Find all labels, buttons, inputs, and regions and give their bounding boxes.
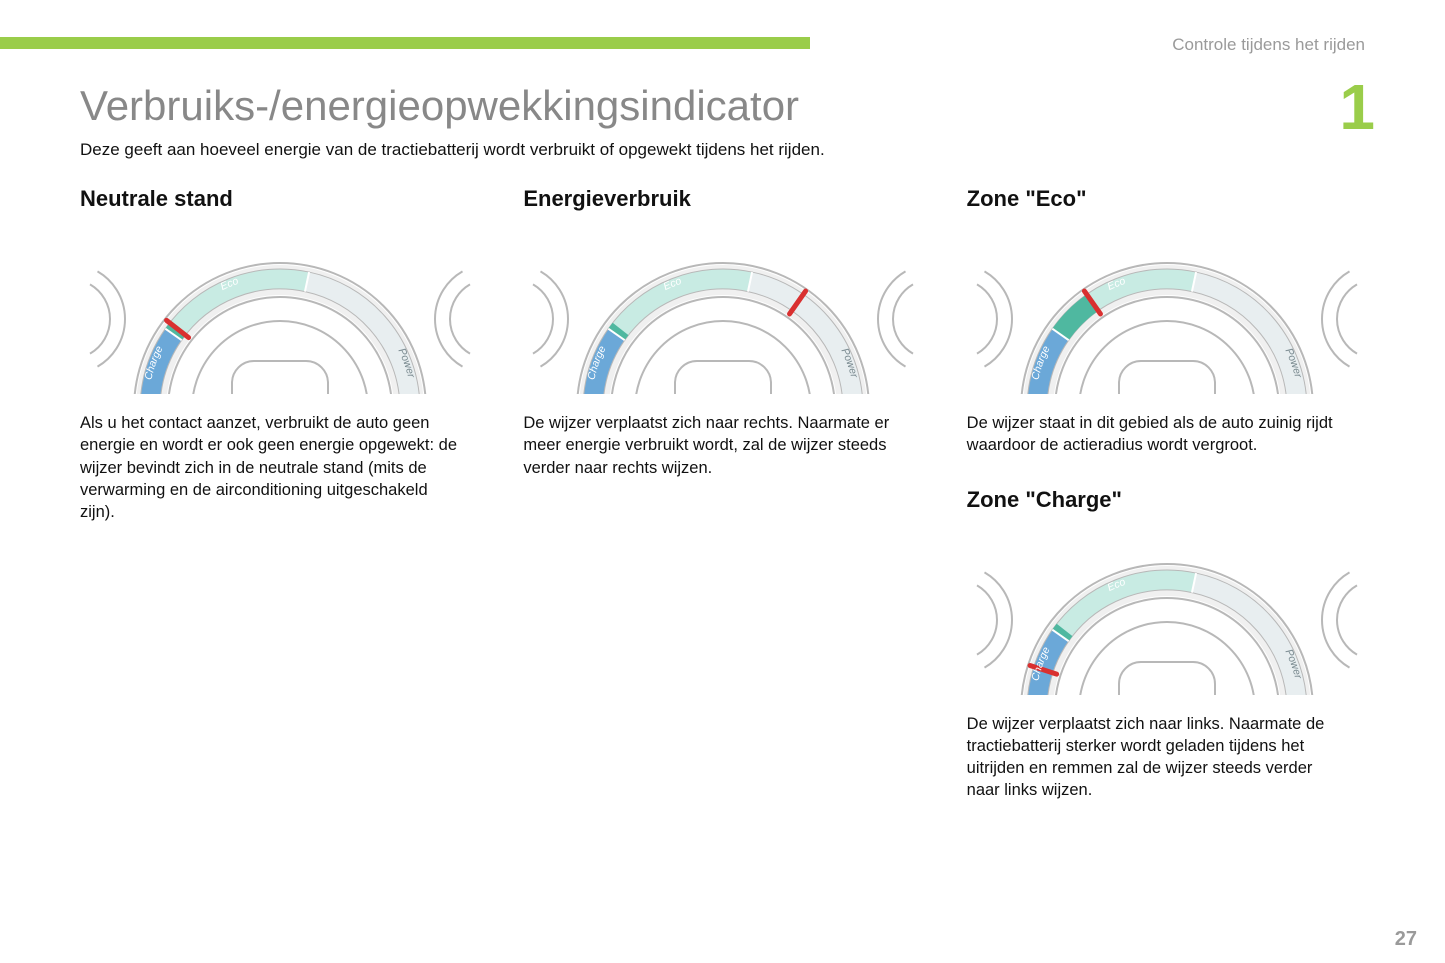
intro-text: Deze geeft aan hoeveel energie van de tr… [80, 140, 825, 160]
column-energy: Energieverbruik EcoChargePower De wijzer… [523, 186, 926, 802]
body-charge: De wijzer verplaatst zich naar links. Na… [967, 713, 1347, 802]
header-section-label: Controle tijdens het rijden [1172, 35, 1365, 55]
body-eco: De wijzer staat in dit gebied als de aut… [967, 412, 1347, 457]
column-eco-charge: Zone "Eco" EcoChargePower De wijzer staa… [967, 186, 1370, 802]
charge-block: Zone "Charge" EcoChargePower De wijzer v… [967, 487, 1370, 802]
body-neutral: Als u het contact aanzet, verbruikt de a… [80, 412, 460, 523]
content-columns: Neutrale stand EcoChargePower Als u het … [80, 186, 1370, 802]
gauge-eco: EcoChargePower [967, 224, 1367, 394]
page-title: Verbruiks-/energieopwekkingsindicator [80, 82, 799, 130]
column-neutral: Neutrale stand EcoChargePower Als u het … [80, 186, 483, 802]
chapter-number: 1 [1339, 70, 1375, 144]
heading-neutral: Neutrale stand [80, 186, 483, 212]
gauge-charge: EcoChargePower [967, 525, 1367, 695]
gauge-energy: EcoChargePower [523, 224, 923, 394]
heading-charge: Zone "Charge" [967, 487, 1370, 513]
body-energy: De wijzer verplaatst zich naar rechts. N… [523, 412, 903, 479]
page-number: 27 [1395, 928, 1417, 951]
heading-energy: Energieverbruik [523, 186, 926, 212]
gauge-neutral: EcoChargePower [80, 224, 480, 394]
accent-top-bar [0, 37, 810, 49]
heading-eco: Zone "Eco" [967, 186, 1370, 212]
